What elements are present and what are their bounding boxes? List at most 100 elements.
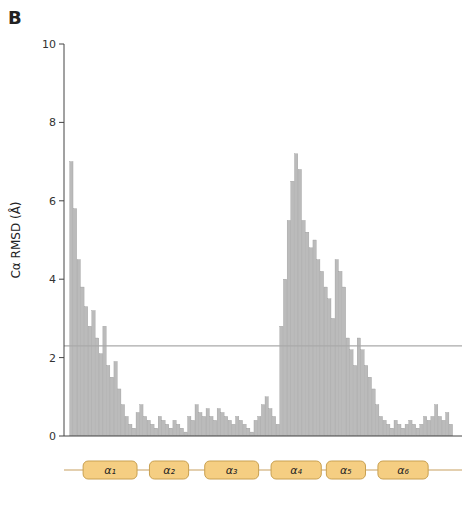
bar xyxy=(121,405,124,436)
bar xyxy=(84,307,87,436)
y-tick xyxy=(59,200,64,201)
bar xyxy=(438,416,441,436)
helix-label: α₄ xyxy=(290,464,302,477)
helix-box xyxy=(326,461,365,479)
bar xyxy=(398,424,401,436)
bar xyxy=(328,299,331,436)
title: B xyxy=(8,7,22,28)
bar xyxy=(409,420,412,436)
y-tick-label: 10 xyxy=(42,38,56,51)
bar xyxy=(412,424,415,436)
bar xyxy=(350,350,353,436)
bar xyxy=(357,338,360,436)
bar xyxy=(306,232,309,436)
helix-box xyxy=(205,461,259,479)
bar xyxy=(77,260,80,436)
bar xyxy=(221,412,224,436)
bar xyxy=(169,428,172,436)
bar xyxy=(247,428,250,436)
reference-line xyxy=(64,345,462,346)
bar xyxy=(309,248,312,436)
bar xyxy=(313,240,316,436)
bar xyxy=(210,416,213,436)
helix-label: α₁ xyxy=(104,464,116,477)
y-tick-label: 8 xyxy=(49,116,56,129)
helix-label: α₅ xyxy=(340,464,352,477)
helix-label: α₆ xyxy=(397,464,409,477)
bar xyxy=(320,271,323,436)
bar xyxy=(158,416,161,436)
helix-label: α₂ xyxy=(163,464,175,477)
bar xyxy=(298,169,301,436)
bar xyxy=(265,397,268,436)
bar xyxy=(376,405,379,436)
bar xyxy=(199,412,202,436)
bar xyxy=(365,365,368,436)
bar xyxy=(446,412,449,436)
y-tick-label: 2 xyxy=(49,352,56,365)
bar xyxy=(224,416,227,436)
bar xyxy=(202,416,205,436)
helix-box xyxy=(378,461,428,479)
bar xyxy=(110,377,113,436)
bar xyxy=(405,424,408,436)
bar xyxy=(423,416,426,436)
y-axis-label: Cα RMSD (Å) xyxy=(8,201,23,278)
y-tick-label: 4 xyxy=(49,273,56,286)
bar xyxy=(184,432,187,436)
bar xyxy=(442,420,445,436)
bar xyxy=(449,424,452,436)
bar xyxy=(261,405,264,436)
bar xyxy=(324,287,327,436)
y-tick-label: 6 xyxy=(49,195,56,208)
helix-box xyxy=(271,461,321,479)
bar xyxy=(339,271,342,436)
bar xyxy=(173,420,176,436)
bar xyxy=(136,412,139,436)
bar xyxy=(353,365,356,436)
bar xyxy=(379,416,382,436)
bar xyxy=(232,424,235,436)
y-tick xyxy=(59,44,64,45)
bar xyxy=(132,428,135,436)
bar xyxy=(258,416,261,436)
bar xyxy=(180,428,183,436)
bar xyxy=(195,405,198,436)
bar xyxy=(383,420,386,436)
bar xyxy=(420,424,423,436)
bar xyxy=(151,424,154,436)
bar xyxy=(291,181,294,436)
helix-box xyxy=(83,461,137,479)
bar xyxy=(96,338,99,436)
y-tick xyxy=(59,357,64,358)
bar xyxy=(361,350,364,436)
bar xyxy=(295,154,298,436)
bar xyxy=(191,420,194,436)
bar xyxy=(335,260,338,436)
bar xyxy=(162,420,165,436)
y-tick-label: 0 xyxy=(49,430,56,443)
bar xyxy=(342,287,345,436)
bar xyxy=(254,420,257,436)
bar xyxy=(276,424,279,436)
bar xyxy=(92,311,95,436)
bars xyxy=(64,154,462,436)
bar xyxy=(188,416,191,436)
bar xyxy=(435,405,438,436)
bar xyxy=(166,424,169,436)
bar xyxy=(431,416,434,436)
bar xyxy=(387,424,390,436)
bar xyxy=(317,260,320,436)
bar xyxy=(125,416,128,436)
bar xyxy=(236,416,239,436)
bar xyxy=(228,420,231,436)
bar xyxy=(346,338,349,436)
bar xyxy=(302,220,305,436)
bar xyxy=(88,326,91,436)
bar xyxy=(250,432,253,436)
bar xyxy=(368,377,371,436)
bar xyxy=(390,428,393,436)
bar xyxy=(372,389,375,436)
bar xyxy=(217,409,220,436)
bar xyxy=(154,428,157,436)
